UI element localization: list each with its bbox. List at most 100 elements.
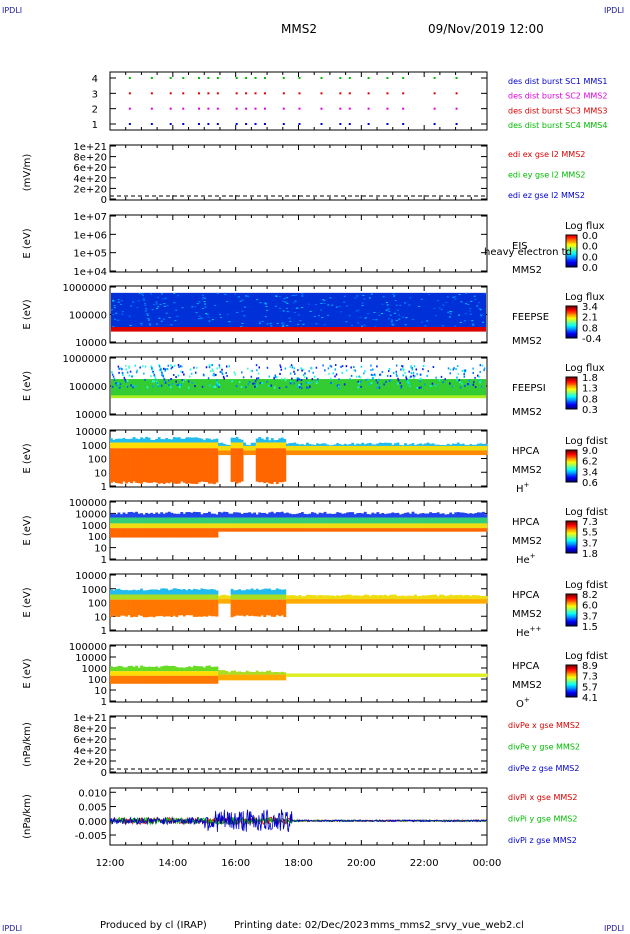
feeps-i-speck (364, 370, 366, 373)
hpca-cell (479, 595, 483, 600)
hpca-cell (162, 671, 166, 676)
feeps-e-speck (113, 305, 116, 307)
feeps-i-speck (152, 372, 155, 375)
hpca-cell (313, 528, 317, 532)
hpca-cell (348, 512, 352, 518)
colorbar-cell (566, 620, 577, 623)
y-tick-label: 8e+20 (73, 153, 107, 164)
hpca-cell (326, 523, 329, 529)
hpca-cell (225, 444, 229, 446)
hpca-cell (341, 528, 345, 532)
feeps-i-speck (258, 366, 260, 369)
feeps-i-speck (304, 372, 306, 375)
hpca-cell (449, 450, 453, 456)
hpca-cell (283, 448, 287, 482)
feeps-i-speck (278, 386, 281, 389)
hpca-cell (155, 666, 159, 672)
feeps-i-speck (376, 381, 379, 384)
hpca-cell (416, 523, 420, 529)
hpca-cell (328, 595, 332, 600)
hpca-cell (371, 599, 375, 604)
hpca-cell (275, 588, 279, 595)
hpca-cell (248, 517, 252, 524)
colorbar-cell (566, 691, 577, 694)
hpca-cell (197, 666, 201, 672)
feeps-e-speck (392, 324, 395, 326)
hpca-cell (461, 528, 465, 532)
hpca-cell (434, 673, 438, 677)
burst-mark (455, 92, 458, 95)
colorbar-cell (566, 377, 577, 379)
hpca-cell (202, 440, 206, 443)
hpca-cell (223, 670, 226, 675)
hpca-cell (474, 595, 478, 600)
hpca-cell (197, 512, 201, 518)
hpca-cell (308, 444, 312, 446)
hpca-cell (192, 528, 196, 538)
hpca-cell (278, 438, 282, 443)
hpca-cell (328, 523, 332, 529)
hpca-cell (202, 517, 206, 524)
hpca-cell (165, 442, 169, 449)
feeps-e-speck (160, 293, 163, 295)
hpca-cell (469, 513, 473, 518)
burst-mark (339, 92, 342, 95)
hpca-cell (172, 671, 176, 676)
hpca-cell (388, 594, 392, 600)
hpca-cell (454, 450, 458, 456)
hpca-cell (346, 673, 350, 677)
feeps-i-speck (324, 369, 326, 372)
feeps-e-speck (405, 317, 408, 319)
hpca-cell (278, 512, 282, 518)
hpca-cell (441, 517, 445, 524)
colorbar-title: Log fdist (565, 436, 608, 447)
hpca-cell (137, 442, 141, 449)
hpca-cell (125, 438, 128, 443)
colorbar-cell (566, 681, 577, 683)
y-tick-label: 100 (88, 675, 107, 686)
hpca-cell (414, 513, 417, 518)
feeps-e-speck (145, 308, 148, 310)
hpca-cell (132, 671, 136, 676)
feeps-i-speck (162, 367, 165, 370)
hpca-cell (182, 589, 186, 595)
hpca-cell (152, 448, 156, 483)
hpca-cell (446, 514, 450, 518)
hpca-cell (280, 437, 284, 443)
hpca-cell (481, 445, 485, 451)
hpca-cell (316, 673, 319, 677)
hpca-cell (306, 445, 309, 451)
feeps-i-speck (136, 369, 138, 372)
feeps-e-speck (239, 300, 242, 302)
hpca-cell (464, 513, 468, 518)
hpca-cell (353, 514, 357, 518)
y-tick-label: 0 (101, 768, 107, 779)
hpca-cell (175, 666, 179, 672)
hpca-cell (484, 599, 488, 604)
hpca-cell (444, 445, 448, 446)
hpca-cell (328, 673, 332, 677)
hpca-cell (323, 450, 327, 456)
legend-entry: divPe x gse MMS2 (508, 721, 580, 730)
hpca-cell (454, 443, 458, 446)
feeps-e-speck (294, 300, 297, 302)
hpca-cell (225, 528, 229, 532)
hpca-cell (278, 442, 282, 449)
feeps-i-speck (201, 385, 204, 388)
feeps-i-speck (372, 368, 374, 371)
hpca-cell (323, 443, 327, 446)
hpca-cell (436, 450, 440, 456)
hpca-cell (293, 673, 297, 677)
hpca-cell (290, 599, 294, 604)
hpca-cell (258, 599, 262, 617)
burst-mark (263, 92, 266, 95)
hpca-cell (466, 528, 470, 532)
feeps-i-speck (416, 373, 418, 376)
hpca-cell (451, 445, 455, 451)
hpca-cell (140, 599, 143, 616)
hpca-cell (351, 673, 355, 677)
hpca-cell (192, 511, 196, 518)
feeps-e-speck (155, 303, 158, 305)
hpca-cell (253, 528, 257, 532)
feeps-e-speck (274, 305, 277, 307)
